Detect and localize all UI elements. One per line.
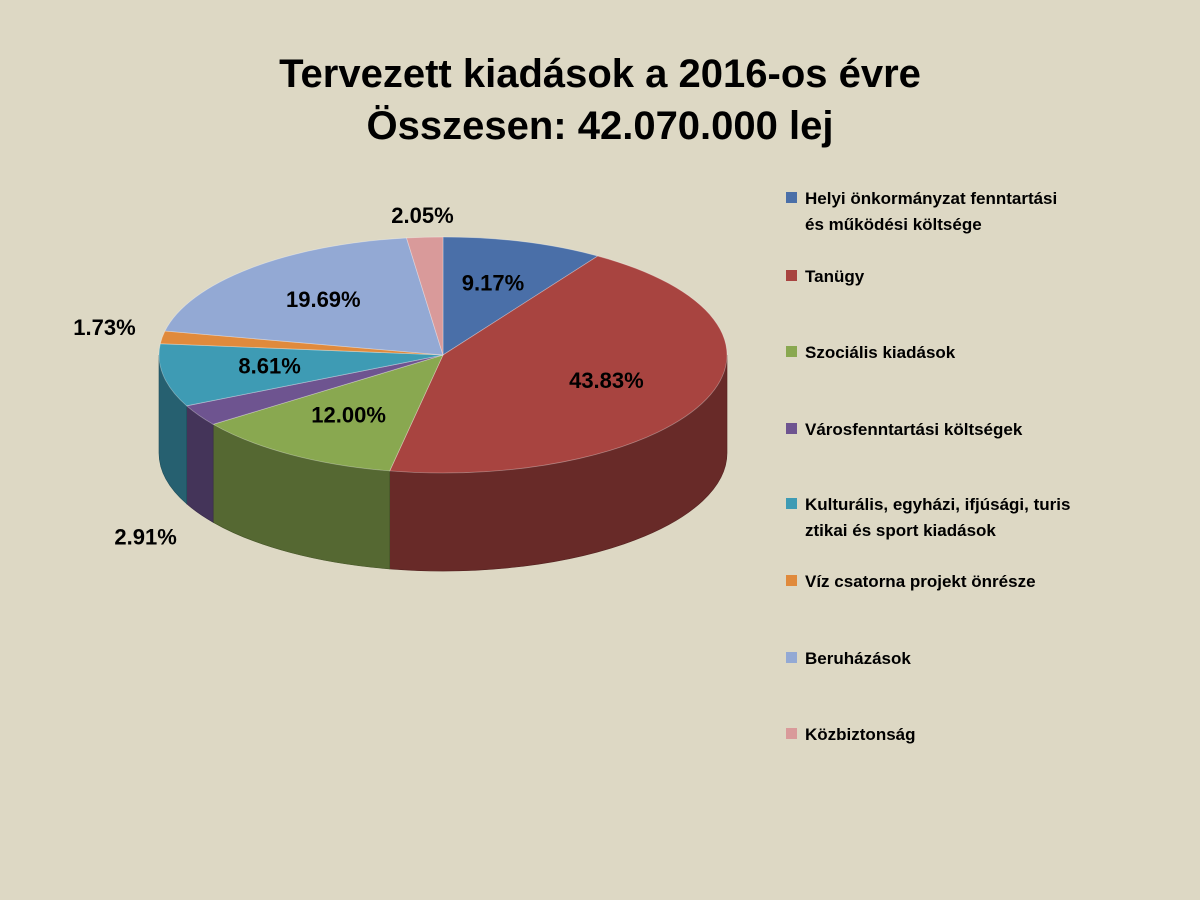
data-label-viz-csatorna-projekt-onresze: 1.73%	[73, 315, 135, 340]
legend-label: Víz csatorna projekt önrésze	[805, 572, 1036, 591]
chart-title-line2: Összesen: 42.070.000 lej	[366, 104, 834, 148]
data-label-szocialis-kiadasok: 12.00%	[311, 403, 386, 428]
legend-swatch	[786, 192, 797, 203]
legend-label: Tanügy	[805, 267, 865, 286]
data-label-varosfenntartasi-koltsegek: 2.91%	[114, 524, 176, 549]
legend-swatch	[786, 498, 797, 509]
pie-slice-varosfenntartasi-koltsegek	[185, 354, 444, 425]
legend-swatch	[786, 270, 797, 281]
legend-swatch	[786, 346, 797, 357]
legend-label: Közbiztonság	[805, 725, 916, 744]
pie-side-varosfenntartasi-koltsegek	[186, 405, 214, 523]
pie-slice-beruhazasok	[164, 237, 444, 356]
legend-item-beruhazasok: Beruházások	[786, 646, 1116, 672]
legend-item-szocialis: Szociális kiadások	[786, 340, 1116, 366]
chart-title: Tervezett kiadások a 2016-os évre Összes…	[0, 48, 1200, 152]
legend-item-helyi-onkormanyzat: Helyi önkormányzat fenntartási és működé…	[786, 186, 1116, 238]
data-label-tanugy: 43.83%	[569, 368, 644, 393]
legend-item-varosfenntartasi: Városfenntartási költségek	[786, 417, 1116, 443]
pie-slice-kulturalis-egyhazi-ifjusagi-turisztikai-	[158, 343, 444, 407]
pie-labels: 9.17% 43.83% 12.00% 2.91% 8.61% 1.73% 19.69% 2.…	[73, 203, 643, 549]
legend-item-kulturalis: Kulturális, egyházi, ifjúsági, turis zti…	[786, 492, 1116, 544]
data-label-beruhazasok: 19.69%	[286, 287, 361, 312]
pie-slice-helyi-onkormanyzat-fenntartasi-es-mukode	[442, 236, 599, 356]
legend-item-viz-csatorna: Víz csatorna projekt önrésze	[786, 569, 1116, 595]
data-label-kozbiztonsag: 2.05%	[391, 203, 453, 228]
pie-slice-viz-csatorna-projekt-onresze	[159, 330, 444, 356]
pie-slice-szocialis-kiadasok	[212, 354, 444, 472]
pie-slice-kozbiztonsag	[405, 236, 444, 356]
legend-label: Városfenntartási költségek	[805, 420, 1023, 439]
legend-swatch	[786, 652, 797, 663]
pie-depth	[158, 354, 728, 572]
pie-slice-tanugy	[389, 255, 728, 474]
legend-swatch	[786, 423, 797, 434]
legend-label: Kulturális, egyházi, ifjúsági, turis zti…	[805, 495, 1071, 540]
legend-label: Helyi önkormányzat fenntartási és működé…	[805, 189, 1058, 234]
legend-swatch	[786, 575, 797, 586]
data-label-kulturalis-egyhazi-ifjusagi-turisztikai-: 8.61%	[238, 354, 300, 379]
legend-swatch	[786, 728, 797, 739]
data-label-helyi-onkormanyzat-fenntartasi-es-mukode: 9.17%	[462, 271, 524, 296]
legend-label: Beruházások	[805, 649, 911, 668]
legend-item-kozbiztonsag: Közbiztonság	[786, 722, 1116, 748]
legend-item-tanugy: Tanügy	[786, 264, 1116, 290]
chart-title-line1: Tervezett kiadások a 2016-os évre	[279, 52, 921, 96]
pie-top	[158, 236, 728, 474]
legend-label: Szociális kiadások	[805, 343, 956, 362]
